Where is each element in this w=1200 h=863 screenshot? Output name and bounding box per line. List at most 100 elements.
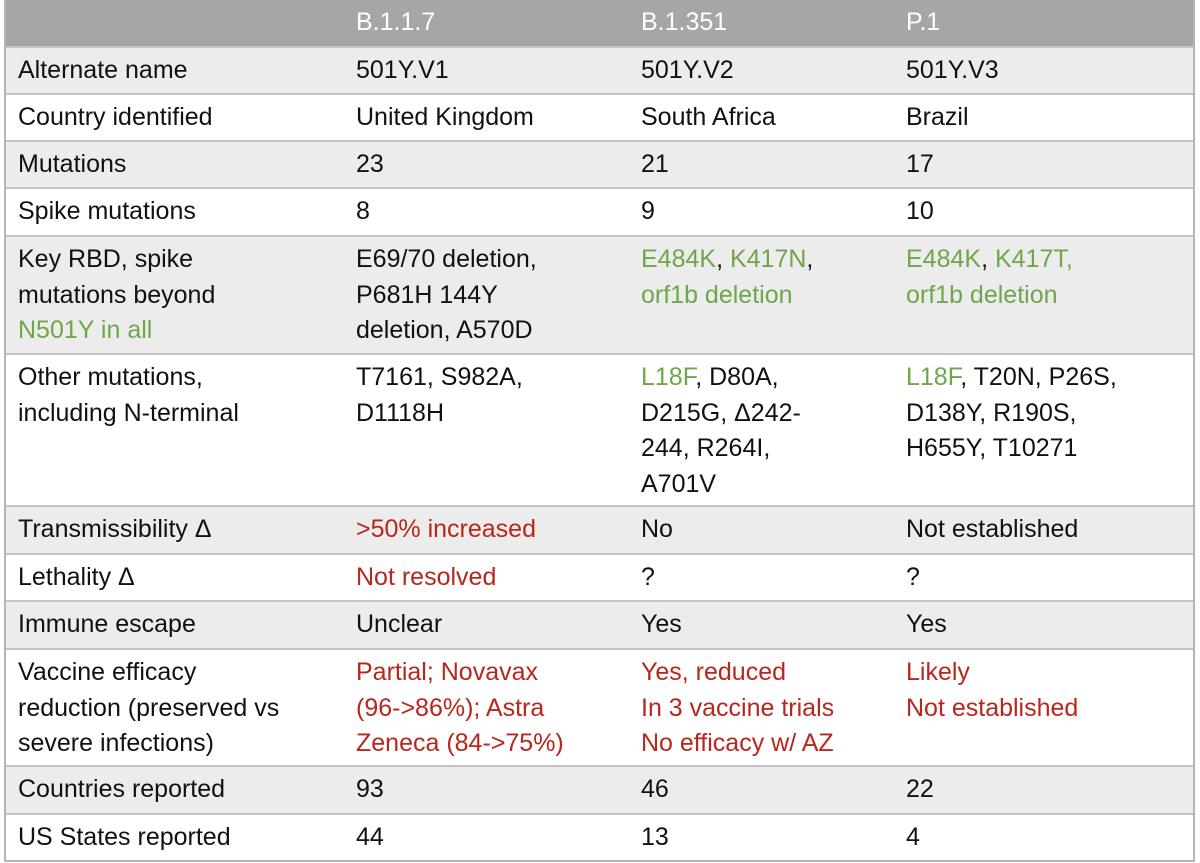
cell-line: 44 bbox=[356, 820, 629, 856]
cell-line: severe infections) bbox=[18, 726, 344, 762]
row-label-cell: Mutations bbox=[6, 142, 344, 187]
highlight-green-text: orf1b deletion bbox=[906, 280, 1058, 309]
value-cell: E484K, K417T, orf1b deletion bbox=[894, 237, 1193, 353]
cell-line: 13 bbox=[641, 820, 894, 856]
cell-line: 501Y.V3 bbox=[906, 53, 1193, 89]
value-cell: 17 bbox=[894, 142, 1193, 187]
highlight-green-text: E484K bbox=[906, 245, 982, 273]
value-cell: 22 bbox=[894, 767, 1193, 813]
cell-text: including N-terminal bbox=[18, 398, 239, 427]
value-cell: 21 bbox=[629, 142, 894, 187]
cell-text: 93 bbox=[356, 775, 384, 803]
cell-line: D1118H bbox=[356, 396, 629, 432]
highlight-red-text: Not resolved bbox=[356, 563, 497, 591]
table-row: Alternate name 501Y.V1 501Y.V2 501Y.V3 bbox=[6, 46, 1193, 93]
cell-text: Spike mutations bbox=[18, 197, 196, 225]
cell-line: 21 bbox=[641, 147, 894, 183]
highlight-red-text: (96->86%); Astra bbox=[356, 693, 545, 722]
highlight-red-text: Yes, reduced bbox=[641, 658, 787, 686]
cell-text: reduction (preserved vs bbox=[18, 693, 280, 722]
value-cell: E69/70 deletion, P681H 144Y deletion, A570… bbox=[344, 237, 629, 353]
cell-text: 501Y.V3 bbox=[906, 56, 999, 84]
row-label-cell: Immune escape bbox=[6, 602, 344, 648]
table-row: Other mutations, including N-terminal T716… bbox=[6, 353, 1193, 505]
cell-text: Country identified bbox=[18, 103, 213, 131]
row-label-cell: Countries reported bbox=[6, 767, 344, 813]
table-row: Vaccine efficacy reduction (preserved vs s… bbox=[6, 648, 1193, 765]
cell-text: Countries reported bbox=[18, 775, 226, 803]
value-cell: No bbox=[629, 507, 894, 553]
value-cell: Not resolved bbox=[344, 555, 629, 600]
cell-text: Alternate name bbox=[18, 56, 188, 84]
row-label-cell: Spike mutations bbox=[6, 189, 344, 235]
cell-text: mutations beyond bbox=[18, 280, 216, 309]
cell-text: Vaccine efficacy bbox=[18, 658, 197, 686]
cell-text: , T20N, P26S, bbox=[960, 363, 1117, 391]
cell-line: Not resolved bbox=[356, 560, 629, 596]
highlight-green-text: L18F bbox=[641, 363, 696, 391]
value-cell: Yes bbox=[629, 602, 894, 648]
cell-line: Yes, reduced bbox=[641, 655, 894, 691]
cell-text: Other mutations, bbox=[18, 363, 203, 391]
cell-text: deletion, A570D bbox=[356, 316, 533, 344]
cell-text: Not established bbox=[906, 515, 1079, 543]
cell-text: 23 bbox=[356, 150, 384, 178]
cell-line: 244, R264I, bbox=[641, 431, 894, 467]
cell-line: 8 bbox=[356, 194, 629, 230]
cell-line: Key RBD, spike bbox=[18, 242, 344, 278]
cell-text: , bbox=[806, 245, 814, 273]
row-label-cell: Lethality Δ bbox=[6, 555, 344, 600]
highlight-red-text: Not established bbox=[906, 693, 1079, 722]
cell-line: Brazil bbox=[906, 100, 1193, 136]
cell-line: T7161, S982A, bbox=[356, 360, 629, 396]
highlight-red-text: No efficacy w/ AZ bbox=[641, 729, 834, 757]
cell-text: E69/70 deletion, bbox=[356, 245, 537, 273]
cell-line: P681H 144Y bbox=[356, 278, 629, 314]
value-cell: 13 bbox=[629, 815, 894, 860]
row-label-cell: Vaccine efficacy reduction (preserved vs s… bbox=[6, 650, 344, 765]
cell-line: Countries reported bbox=[18, 772, 344, 808]
cell-line: 93 bbox=[356, 772, 629, 808]
cell-text: 13 bbox=[641, 823, 669, 851]
cell-text: Yes bbox=[641, 610, 682, 638]
table-row: Spike mutations 8 9 10 bbox=[6, 187, 1193, 235]
cell-text: P681H 144Y bbox=[356, 280, 498, 309]
cell-text: Key RBD, spike bbox=[18, 245, 194, 273]
cell-text: 4 bbox=[906, 823, 920, 851]
cell-text: Transmissibility Δ bbox=[18, 515, 212, 543]
row-label-cell: Country identified bbox=[6, 95, 344, 140]
highlight-red-text: Likely bbox=[906, 658, 970, 686]
cell-text: 21 bbox=[641, 150, 669, 178]
value-cell: ? bbox=[629, 555, 894, 600]
value-cell: Likely Not established bbox=[894, 650, 1193, 765]
cell-line: 46 bbox=[641, 772, 894, 808]
column-header: B.1.1.7 bbox=[356, 8, 436, 36]
cell-line: 501Y.V2 bbox=[641, 53, 894, 89]
cell-line: In 3 vaccine trials bbox=[641, 691, 894, 727]
cell-line: A701V bbox=[641, 467, 894, 503]
value-cell: Yes bbox=[894, 602, 1193, 648]
cell-text: 501Y.V1 bbox=[356, 56, 449, 84]
row-label-cell: Other mutations, including N-terminal bbox=[6, 355, 344, 505]
cell-line: 4 bbox=[906, 820, 1193, 856]
cell-line: 23 bbox=[356, 147, 629, 183]
cell-text: Yes bbox=[906, 610, 947, 638]
cell-line: United Kingdom bbox=[356, 100, 629, 136]
cell-text: 8 bbox=[356, 197, 370, 225]
value-cell: Not established bbox=[894, 507, 1193, 553]
cell-text: severe infections) bbox=[18, 729, 214, 757]
cell-line: Country identified bbox=[18, 100, 344, 136]
column-header: P.1 bbox=[906, 8, 941, 36]
value-cell: 501Y.V1 bbox=[344, 48, 629, 93]
cell-line: Spike mutations bbox=[18, 194, 344, 230]
cell-line: including N-terminal bbox=[18, 396, 344, 432]
highlight-green-text: L18F bbox=[906, 363, 961, 391]
cell-text: Immune escape bbox=[18, 610, 196, 638]
value-cell: 10 bbox=[894, 189, 1193, 235]
cell-line: Yes bbox=[641, 607, 894, 643]
cell-line: Not established bbox=[906, 512, 1193, 548]
cell-line: 17 bbox=[906, 147, 1193, 183]
row-label-cell: US States reported bbox=[6, 815, 344, 860]
cell-line: Lethality Δ bbox=[18, 560, 344, 596]
cell-line: No efficacy w/ AZ bbox=[641, 726, 894, 762]
